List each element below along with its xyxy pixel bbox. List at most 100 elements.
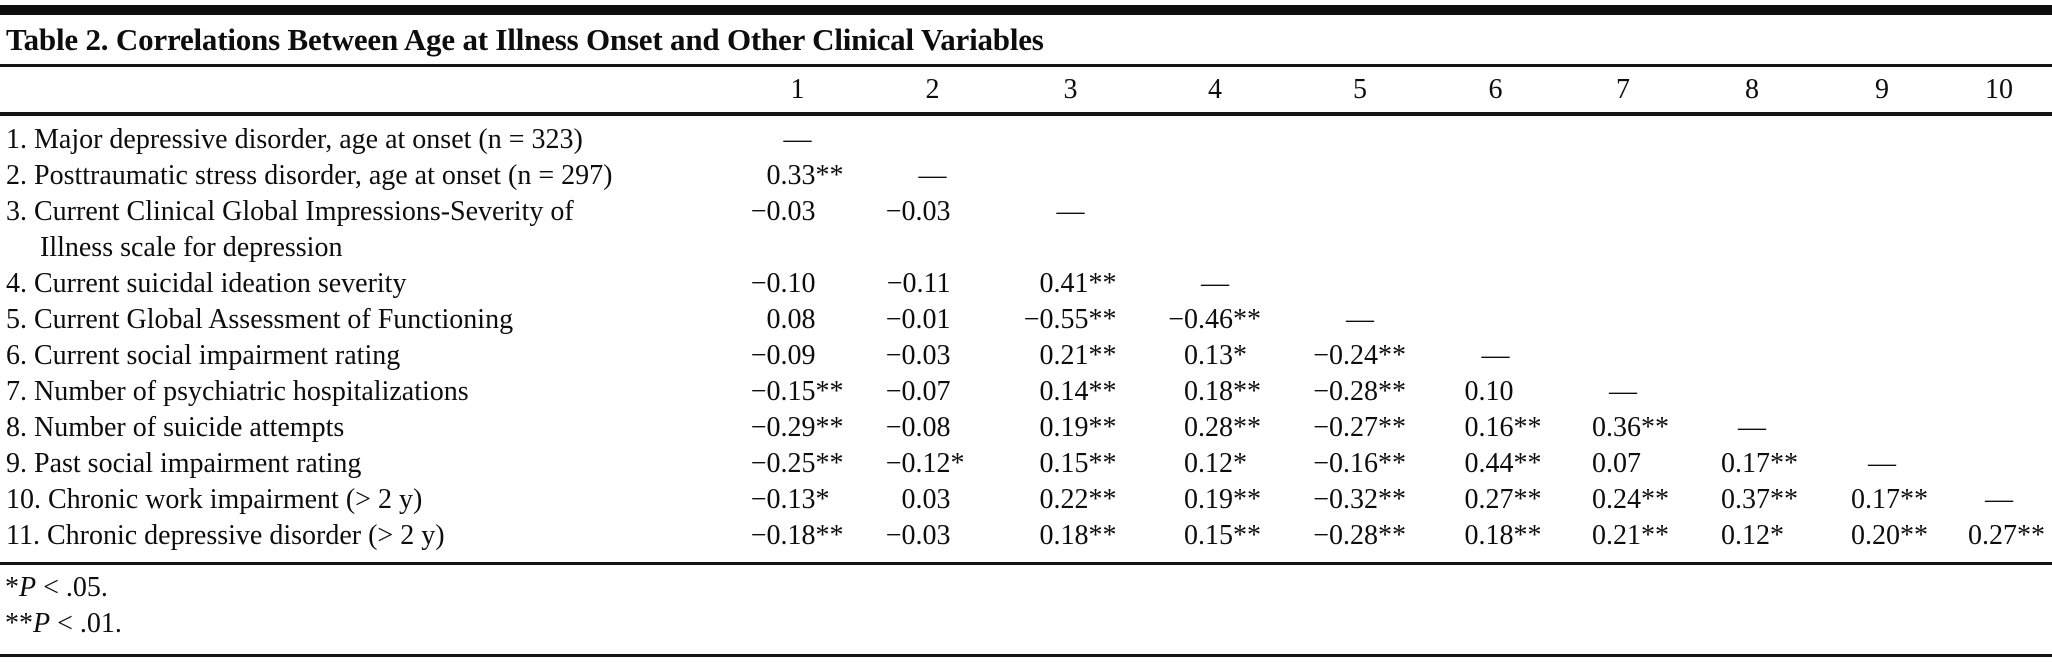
- correlation-value: 0.21: [1592, 520, 1641, 551]
- p-symbol: P: [33, 608, 51, 639]
- correlation-cell: [1141, 194, 1289, 266]
- correlation-value: 0.14: [1039, 376, 1089, 407]
- correlation-value: 0.16: [1464, 412, 1514, 443]
- correlation-cell: −0.13*: [730, 482, 865, 518]
- table-footnotes: *P < .05. **P < .01.: [0, 565, 2052, 648]
- footnote-marker: **: [5, 608, 33, 639]
- correlation-cell: [1431, 158, 1560, 194]
- correlation-cell: [1560, 194, 1686, 266]
- correlation-value: 0.13: [1184, 340, 1233, 371]
- correlation-cell: [1818, 338, 1946, 374]
- correlation-value: 0.21: [1039, 340, 1089, 371]
- significance-asterisks: **: [1088, 412, 1117, 443]
- significance-asterisks: **: [1233, 484, 1261, 515]
- correlation-cell: −0.03: [730, 194, 865, 266]
- correlation-cell: 0.44**: [1431, 446, 1560, 482]
- table-row: 9. Past social impairment rating −0.25** −…: [0, 446, 2052, 482]
- column-header-6: 6: [1488, 74, 1503, 105]
- significance-asterisks: **: [1378, 484, 1406, 515]
- correlation-cell: 0.18**: [1431, 518, 1560, 554]
- column-header-1: 1: [790, 74, 805, 105]
- correlation-cell: −0.10: [730, 266, 865, 302]
- correlation-value: 0.41: [1039, 268, 1089, 299]
- correlation-value: 0.22: [1039, 484, 1089, 515]
- correlation-cell: 0.16**: [1431, 410, 1560, 446]
- significance-asterisks: **: [1088, 376, 1117, 407]
- correlation-cell: [1946, 410, 2052, 446]
- correlation-cell: 0.18**: [1000, 518, 1141, 554]
- correlation-value: 0.33: [766, 160, 816, 191]
- correlation-cell: [1560, 122, 1686, 158]
- journal-table-page: Table 2. Correlations Between Age at Ill…: [0, 5, 2052, 657]
- column-header-2: 2: [925, 74, 940, 105]
- significance-asterisks: **: [1088, 340, 1117, 371]
- significance-asterisks: **: [1770, 484, 1798, 515]
- correlation-cell: 0.21**: [1560, 518, 1686, 554]
- table-row: 4. Current suicidal ideation severity −0.…: [0, 266, 2052, 302]
- correlation-cell: [1818, 302, 1946, 338]
- row-label: 7. Number of psychiatric hospitalization…: [6, 376, 469, 407]
- significance-asterisks: **: [1378, 376, 1406, 407]
- correlation-cell: —: [918, 160, 947, 191]
- correlation-value: −0.46: [1168, 304, 1233, 335]
- correlation-value: −0.18: [750, 520, 816, 551]
- correlation-value: 0.08: [766, 304, 816, 335]
- significance-asterisks: **: [1378, 412, 1406, 443]
- correlation-cell: 0.22**: [1000, 482, 1141, 518]
- correlation-value: −0.13: [750, 484, 816, 515]
- correlation-cell: [1686, 122, 1818, 158]
- correlation-cell: −0.29**: [730, 410, 865, 446]
- correlation-value: 0.18: [1464, 520, 1514, 551]
- correlation-cell: 0.19**: [1000, 410, 1141, 446]
- correlation-value: −0.29: [750, 412, 816, 443]
- significance-asterisks: **: [815, 520, 844, 551]
- column-header-3: 3: [1063, 74, 1078, 105]
- correlation-cell: 0.33**: [730, 158, 865, 194]
- correlation-cell: —: [1985, 484, 2013, 515]
- correlation-cell: [1289, 158, 1431, 194]
- correlation-cell: [1946, 302, 2052, 338]
- significance-asterisks: **: [1513, 412, 1542, 443]
- column-header-5: 5: [1353, 74, 1367, 105]
- correlation-cell: 0.08: [730, 302, 865, 338]
- correlation-cell: 0.41**: [1000, 266, 1141, 302]
- correlation-value: −0.16: [1313, 448, 1378, 479]
- correlation-cell: [1141, 122, 1289, 158]
- correlation-value: −0.08: [885, 412, 951, 443]
- correlation-cell: 0.17**: [1686, 446, 1818, 482]
- significance-asterisks: *: [1770, 520, 1784, 551]
- correlation-cell: −0.18**: [730, 518, 865, 554]
- correlation-value: 0.28: [1184, 412, 1233, 443]
- significance-asterisks: **: [1088, 304, 1117, 335]
- correlation-cell: 0.15**: [1141, 518, 1289, 554]
- correlation-value: 0.19: [1184, 484, 1233, 515]
- correlation-value: −0.03: [885, 196, 951, 227]
- significance-asterisks: **: [1088, 268, 1117, 299]
- correlation-cell: [1560, 158, 1686, 194]
- correlation-cell: 0.20**: [1818, 518, 1946, 554]
- header-divider-rule: [0, 112, 2052, 116]
- correlation-cell: [1818, 266, 1946, 302]
- significance-asterisks: **: [1088, 484, 1117, 515]
- correlation-cell: −0.03: [865, 194, 1000, 266]
- table-row: 6. Current social impairment rating −0.09…: [0, 338, 2052, 374]
- correlation-cell: —: [1868, 448, 1896, 479]
- correlation-value: −0.28: [1313, 520, 1378, 551]
- title-divider-rule: [0, 64, 2052, 67]
- correlation-value: 0.12: [1721, 520, 1770, 551]
- correlation-value: −0.15: [750, 376, 816, 407]
- correlation-cell: [1946, 194, 2052, 266]
- bottom-border-rule: [0, 654, 2052, 657]
- significance-asterisks: **: [1378, 520, 1406, 551]
- correlation-value: 0.15: [1184, 520, 1233, 551]
- correlation-cell: 0.18**: [1141, 374, 1289, 410]
- correlation-cell: [1946, 122, 2052, 158]
- correlation-value: 0.44: [1464, 448, 1514, 479]
- correlation-cell: 0.28**: [1141, 410, 1289, 446]
- correlation-cell: −0.01: [865, 302, 1000, 338]
- significance-asterisks: **: [1233, 412, 1261, 443]
- table-row: 10. Chronic work impairment (> 2 y) −0.13…: [0, 482, 2052, 518]
- correlation-cell: —: [1056, 196, 1085, 227]
- correlation-cell: 0.27**: [1946, 518, 2052, 554]
- correlation-value: 0.17: [1851, 484, 1900, 515]
